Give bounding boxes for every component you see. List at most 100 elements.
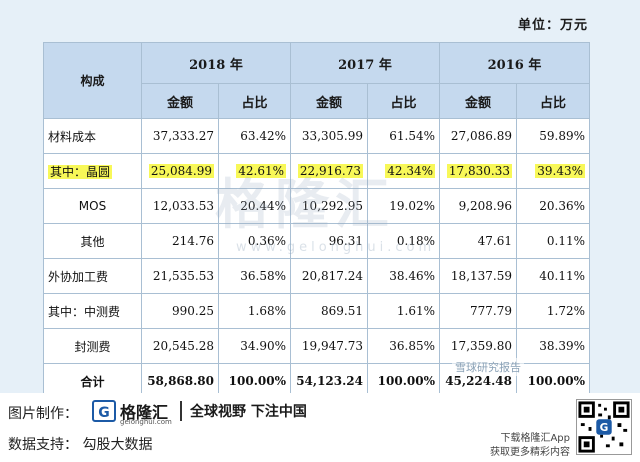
header-row-sub: 金额 占比 金额 占比 金额 占比 xyxy=(44,83,590,119)
row-label: 其中：中测费 xyxy=(43,293,142,329)
amount-header: 金额 xyxy=(141,83,219,119)
ratio-cell: 61.54% xyxy=(367,118,440,154)
ratio-cell: 0.11% xyxy=(516,223,590,259)
amount-cell: 20,545.28 xyxy=(141,328,219,364)
unit-label: 单位：万元 xyxy=(517,18,588,33)
cell-value: 34.90% xyxy=(240,339,286,353)
cell-value: 63.42% xyxy=(240,129,286,143)
ratio-cell: 20.36% xyxy=(516,188,590,224)
footer-bar: 图片制作： G 格隆汇 gelonghui.com 全球视野 下注中国 数据支持… xyxy=(0,393,640,462)
cell-value: 20.44% xyxy=(240,199,286,213)
amount-cell: 22,916.73 xyxy=(290,153,368,189)
row-label: 其他 xyxy=(43,223,142,259)
cost-composition-table: 构成 2018 年 2017 年 2016 年 金额 占比 金额 占比 金额 占… xyxy=(43,42,590,399)
corner-header: 构成 xyxy=(43,42,142,119)
amount-cell: 19,947.73 xyxy=(290,328,368,364)
ratio-header: 占比 xyxy=(516,83,590,119)
amount-cell: 25,084.99 xyxy=(141,153,219,189)
ratio-cell: 38.46% xyxy=(367,258,440,294)
ratio-cell: 1.61% xyxy=(367,293,440,329)
ratio-cell: 42.34% xyxy=(367,153,440,189)
row-label-text: 其中：中测费 xyxy=(48,304,121,319)
table-row: 其他 214.76 0.36% 96.31 0.18% 47.61 0.11% xyxy=(43,223,590,259)
cell-value: 100.00% xyxy=(527,374,585,388)
ratio-cell: 0.18% xyxy=(367,223,440,259)
cell-value: 9,208.96 xyxy=(458,199,512,213)
amount-cell: 990.25 xyxy=(141,293,219,329)
row-label-text: 封测费 xyxy=(74,339,111,354)
ratio-cell: 34.90% xyxy=(218,328,291,364)
ratio-cell: 20.44% xyxy=(218,188,291,224)
slogan: 全球视野 下注中国 xyxy=(190,404,307,420)
divider xyxy=(180,401,182,421)
download-app-text: 下载格隆汇App xyxy=(500,433,570,444)
amount-cell: 18,137.59 xyxy=(439,258,517,294)
amount-cell: 47.61 xyxy=(439,223,517,259)
cell-value: 36.58% xyxy=(240,269,286,283)
cell-value: 1.61% xyxy=(396,304,435,318)
cell-value: 19.02% xyxy=(389,199,435,213)
row-label: 外协加工费 xyxy=(43,258,142,294)
cell-value: 38.46% xyxy=(389,269,435,283)
cell-value: 19,947.73 xyxy=(301,339,363,353)
ratio-cell: 40.11% xyxy=(516,258,590,294)
made-by-label: 图片制作： xyxy=(8,406,78,422)
cell-value: 12,033.53 xyxy=(152,199,214,213)
amount-cell: 27,086.89 xyxy=(439,118,517,154)
row-label-text: MOS xyxy=(78,199,107,213)
cell-value: 100.00% xyxy=(228,374,286,388)
row-label-text: 其他 xyxy=(80,234,105,249)
amount-cell: 777.79 xyxy=(439,293,517,329)
amount-cell: 96.31 xyxy=(290,223,368,259)
cell-value: 990.25 xyxy=(172,304,214,318)
cell-value: 96.31 xyxy=(328,234,363,248)
data-support-label: 数据支持： 勾股大数据 xyxy=(8,437,153,453)
more-content-text: 获取更多精彩内容 xyxy=(490,447,570,458)
cell-value: 0.11% xyxy=(546,234,585,248)
cost-table-container: 构成 2018 年 2017 年 2016 年 金额 占比 金额 占比 金额 占… xyxy=(43,42,590,399)
ratio-cell: 1.72% xyxy=(516,293,590,329)
ratio-header: 占比 xyxy=(367,83,440,119)
amount-cell: 21,535.53 xyxy=(141,258,219,294)
row-label-text: 合计 xyxy=(80,374,105,389)
cell-value: 27,086.89 xyxy=(450,129,512,143)
cell-value: 40.11% xyxy=(539,269,585,283)
cell-value: 59.89% xyxy=(539,129,585,143)
table-body: 构成 2018 年 2017 年 2016 年 金额 占比 金额 占比 金额 占… xyxy=(43,42,590,399)
ratio-cell: 63.42% xyxy=(218,118,291,154)
logo-url: gelonghui.com xyxy=(120,418,172,426)
ratio-cell: 42.61% xyxy=(218,153,291,189)
cell-value: 20,545.28 xyxy=(152,339,214,353)
year-header-2018: 2018 年 xyxy=(141,42,291,84)
ratio-header: 占比 xyxy=(218,83,291,119)
cell-value: 20,817.24 xyxy=(301,269,363,283)
cell-value: 37,333.27 xyxy=(152,129,214,143)
cell-value: 10,292.95 xyxy=(301,199,363,213)
cell-value: 1.68% xyxy=(247,304,286,318)
amount-header: 金额 xyxy=(439,83,517,119)
amount-cell: 33,305.99 xyxy=(290,118,368,154)
cell-value: 1.72% xyxy=(546,304,585,318)
cell-value: 61.54% xyxy=(389,129,435,143)
table-row: 其中：中测费 990.25 1.68% 869.51 1.61% 777.79 1.72% xyxy=(43,293,590,329)
ratio-cell: 39.43% xyxy=(516,153,590,189)
qr-code-icon[interactable]: G xyxy=(576,399,632,455)
row-label: MOS xyxy=(43,188,142,224)
cell-value: 38.39% xyxy=(539,339,585,353)
cell-value: 58,868.80 xyxy=(147,374,214,388)
amount-cell: 9,208.96 xyxy=(439,188,517,224)
ratio-cell: 36.85% xyxy=(367,328,440,364)
cell-value: 39.43% xyxy=(535,164,585,178)
cell-value: 0.18% xyxy=(396,234,435,248)
cell-value: 22,916.73 xyxy=(297,164,363,178)
cell-value: 47.61 xyxy=(477,234,512,248)
year-header-2016: 2016 年 xyxy=(439,42,590,84)
amount-cell: 10,292.95 xyxy=(290,188,368,224)
row-label-text: 材料成本 xyxy=(48,129,97,144)
table-row: MOS 12,033.53 20.44% 10,292.95 19.02% 9,208.9… xyxy=(43,188,590,224)
cell-value: 21,535.53 xyxy=(152,269,214,283)
ratio-cell: 38.39% xyxy=(516,328,590,364)
logo-mark-icon: G xyxy=(92,400,116,422)
row-label: 其中：晶圆 xyxy=(43,153,142,189)
gelonghui-logo[interactable]: G 格隆汇 gelonghui.com xyxy=(92,399,242,426)
